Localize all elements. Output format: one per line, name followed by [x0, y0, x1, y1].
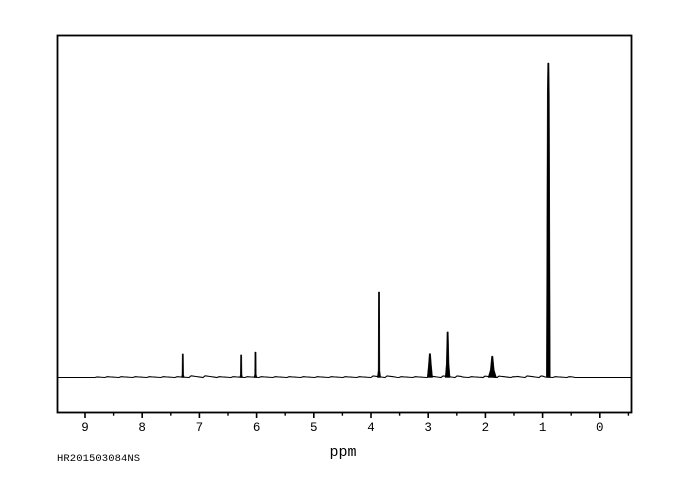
sample-id-label: HR201503084NS	[57, 453, 141, 465]
nmr-peak	[377, 291, 381, 378]
x-axis-unit-label: ppm	[329, 444, 357, 461]
x-axis-tick-label: 0	[596, 421, 604, 435]
x-axis-tick-label: 5	[310, 421, 318, 435]
x-axis-tick-label: 2	[481, 421, 490, 435]
nmr-peak	[444, 331, 451, 378]
nmr-peak	[546, 62, 551, 378]
x-axis-tick-label: 9	[81, 421, 89, 435]
plot-frame	[56, 34, 633, 414]
x-axis-tick-label: 7	[195, 421, 204, 435]
nmr-peak	[253, 351, 258, 378]
baseline-trace	[57, 375, 632, 379]
nmr-peak	[239, 354, 243, 378]
x-axis-tick-label: 3	[424, 421, 432, 435]
x-axis-tick-label: 1	[538, 421, 547, 435]
nmr-peak	[487, 355, 497, 378]
x-axis-tick-label: 4	[367, 421, 375, 435]
nmr-peak	[181, 353, 185, 378]
x-axis-tick-label: 8	[138, 421, 146, 435]
x-axis-tick-label: 6	[252, 421, 261, 435]
nmr-peak	[426, 353, 433, 378]
